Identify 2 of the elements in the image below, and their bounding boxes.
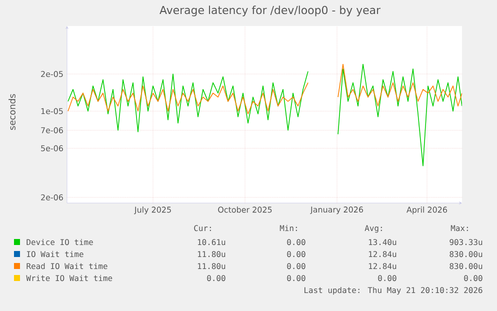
y-axis-title: seconds	[8, 94, 16, 130]
chart-title: Average latency for /dev/loop0 - by year	[160, 6, 381, 16]
